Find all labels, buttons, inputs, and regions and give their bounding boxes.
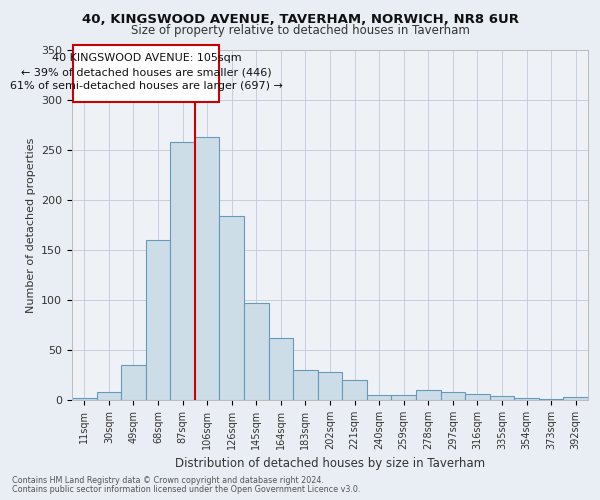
Bar (367, 395, 391, 400)
Bar (539, 399, 563, 400)
Bar (514, 398, 539, 400)
Bar (318, 372, 342, 400)
FancyBboxPatch shape (73, 45, 220, 102)
Text: Contains public sector information licensed under the Open Government Licence v3: Contains public sector information licen… (12, 485, 361, 494)
Bar (563, 397, 588, 400)
Bar (121, 365, 146, 400)
Bar (269, 338, 293, 400)
Bar (244, 303, 269, 400)
Text: 40 KINGSWOOD AVENUE: 105sqm: 40 KINGSWOOD AVENUE: 105sqm (52, 53, 241, 63)
Bar (146, 240, 170, 400)
X-axis label: Distribution of detached houses by size in Taverham: Distribution of detached houses by size … (175, 458, 485, 470)
Y-axis label: Number of detached properties: Number of detached properties (26, 138, 35, 312)
Bar (170, 142, 195, 400)
Bar (342, 380, 367, 400)
Text: Contains HM Land Registry data © Crown copyright and database right 2024.: Contains HM Land Registry data © Crown c… (12, 476, 324, 485)
Bar (490, 396, 514, 400)
Bar (465, 394, 490, 400)
Bar (220, 216, 244, 400)
Bar (72, 398, 97, 400)
Bar (195, 137, 220, 400)
Bar (440, 392, 465, 400)
Bar (416, 390, 440, 400)
Text: 40, KINGSWOOD AVENUE, TAVERHAM, NORWICH, NR8 6UR: 40, KINGSWOOD AVENUE, TAVERHAM, NORWICH,… (82, 13, 518, 26)
Bar (97, 392, 121, 400)
Bar (293, 370, 318, 400)
Text: ← 39% of detached houses are smaller (446): ← 39% of detached houses are smaller (44… (21, 67, 272, 77)
Text: 61% of semi-detached houses are larger (697) →: 61% of semi-detached houses are larger (… (10, 81, 283, 91)
Bar (391, 395, 416, 400)
Text: Size of property relative to detached houses in Taverham: Size of property relative to detached ho… (131, 24, 469, 37)
